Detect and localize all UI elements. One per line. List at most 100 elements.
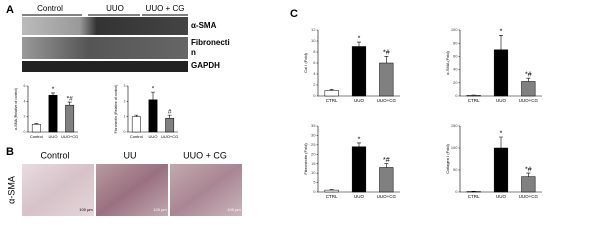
y-tick-label: 2 [24, 115, 26, 119]
y-tick-label: 2 [124, 99, 126, 103]
histology-group: UU [124, 150, 137, 160]
y-tick-label: 10 [311, 170, 316, 175]
bar [324, 189, 339, 193]
error-bar [329, 189, 334, 191]
bar [521, 176, 536, 193]
panel-label: C [290, 8, 298, 20]
y-tick-label: 80 [453, 40, 458, 45]
bar [351, 46, 367, 97]
scale-bar: 100 µm [153, 207, 167, 212]
y-tick-label: 4 [24, 99, 26, 103]
figure: A B C Control UUO UUO + CG α-SMA Fibrone… [6, 4, 542, 216]
x-tick-label: UUO+CG [61, 134, 78, 139]
y-tick-label: 100 [451, 145, 458, 150]
significance-label: # [168, 108, 172, 115]
error-bar [151, 91, 155, 100]
x-tick-label: UUO+CG [377, 194, 397, 199]
significance-label: * [152, 85, 155, 92]
histology-image [96, 164, 168, 216]
bar [48, 94, 58, 133]
y-tick-label: 10 [311, 38, 316, 43]
significance-label: * [500, 130, 503, 137]
error-bar [357, 41, 361, 47]
bar [493, 49, 509, 97]
error-bar [526, 77, 531, 82]
x-tick-label: UUO [149, 134, 158, 139]
bar [351, 146, 367, 193]
y-tick-label: 150 [451, 123, 458, 128]
x-tick-label: UUO+CG [377, 98, 397, 103]
x-tick-label: UUO [496, 194, 506, 199]
x-tick-label: CTRL [326, 98, 338, 103]
bar [493, 147, 509, 193]
bar [131, 116, 141, 133]
x-tick-label: UUO [49, 134, 58, 139]
y-tick-label: 6 [313, 60, 316, 65]
y-axis-label: Fibronectin (Fold) [303, 143, 308, 175]
y-tick-label: 0 [24, 130, 26, 134]
histology-image [170, 164, 242, 216]
error-bar [51, 92, 55, 96]
y-tick-label: 20 [311, 151, 316, 156]
blot-band [22, 17, 188, 35]
histology-group: Control [40, 150, 69, 160]
bar [148, 99, 158, 133]
y-tick-label: 0 [455, 189, 458, 194]
y-tick-label: 3 [124, 84, 126, 88]
significance-label: * [500, 29, 503, 36]
significance-label: * [52, 86, 55, 93]
protein-label: α-SMA [191, 21, 217, 30]
x-tick-label: UUO+CG [519, 194, 539, 199]
blot-band [22, 61, 188, 72]
y-tick-label: 60 [453, 53, 458, 58]
y-tick-label: 0 [455, 93, 458, 98]
y-axis-label: Col I (Fold) [303, 52, 308, 72]
x-tick-label: Control [130, 134, 143, 139]
bar [165, 117, 175, 133]
error-bar [499, 34, 503, 50]
blot-group: UUO [106, 4, 124, 13]
y-tick-label: 8 [313, 49, 316, 54]
y-tick-label: 6 [24, 84, 26, 88]
significance-label: *# [525, 72, 532, 79]
y-tick-label: 40 [453, 67, 458, 72]
y-tick-label: 100 [451, 27, 458, 32]
y-tick-label: 15 [311, 161, 316, 166]
bar [521, 81, 536, 97]
error-bar [34, 123, 39, 125]
significance-label: * [358, 136, 361, 143]
significance-label: *# [383, 50, 390, 57]
scale-bar: 100 µm [79, 207, 93, 212]
bar [379, 62, 394, 97]
y-tick-label: 12 [311, 27, 316, 32]
y-tick-label: 0 [313, 189, 316, 194]
error-bar [357, 142, 361, 147]
protein-label: Fibronecti [191, 38, 230, 47]
bar [324, 90, 339, 97]
bar [379, 167, 394, 193]
panel-label: A [6, 4, 14, 16]
x-tick-label: CTRL [326, 194, 338, 199]
y-axis-label: Collagen I (Fold) [445, 144, 450, 174]
x-tick-label: Control [30, 134, 43, 139]
stain-label: α-SMA [6, 176, 16, 204]
bar [65, 104, 75, 133]
error-bar [167, 114, 172, 119]
significance-label: *# [67, 95, 74, 102]
x-tick-label: UUO+CG [519, 98, 539, 103]
y-tick-label: 25 [311, 142, 316, 147]
scale-bar: 100 µm [227, 207, 241, 212]
x-tick-label: UUO [496, 98, 506, 103]
x-tick-label: UUO [354, 194, 364, 199]
x-tick-label: CTRL [468, 98, 480, 103]
y-tick-label: 0 [313, 93, 316, 98]
y-tick-label: 35 [311, 123, 316, 128]
blot-band [22, 37, 188, 59]
y-tick-label: 0 [124, 130, 126, 134]
x-tick-label: CTRL [468, 194, 480, 199]
y-tick-label: 20 [453, 80, 458, 85]
panel-label: B [6, 146, 14, 158]
y-tick-label: 30 [311, 132, 316, 137]
error-bar [134, 114, 139, 117]
y-axis-label: α-SMA (Fold) [445, 51, 450, 75]
